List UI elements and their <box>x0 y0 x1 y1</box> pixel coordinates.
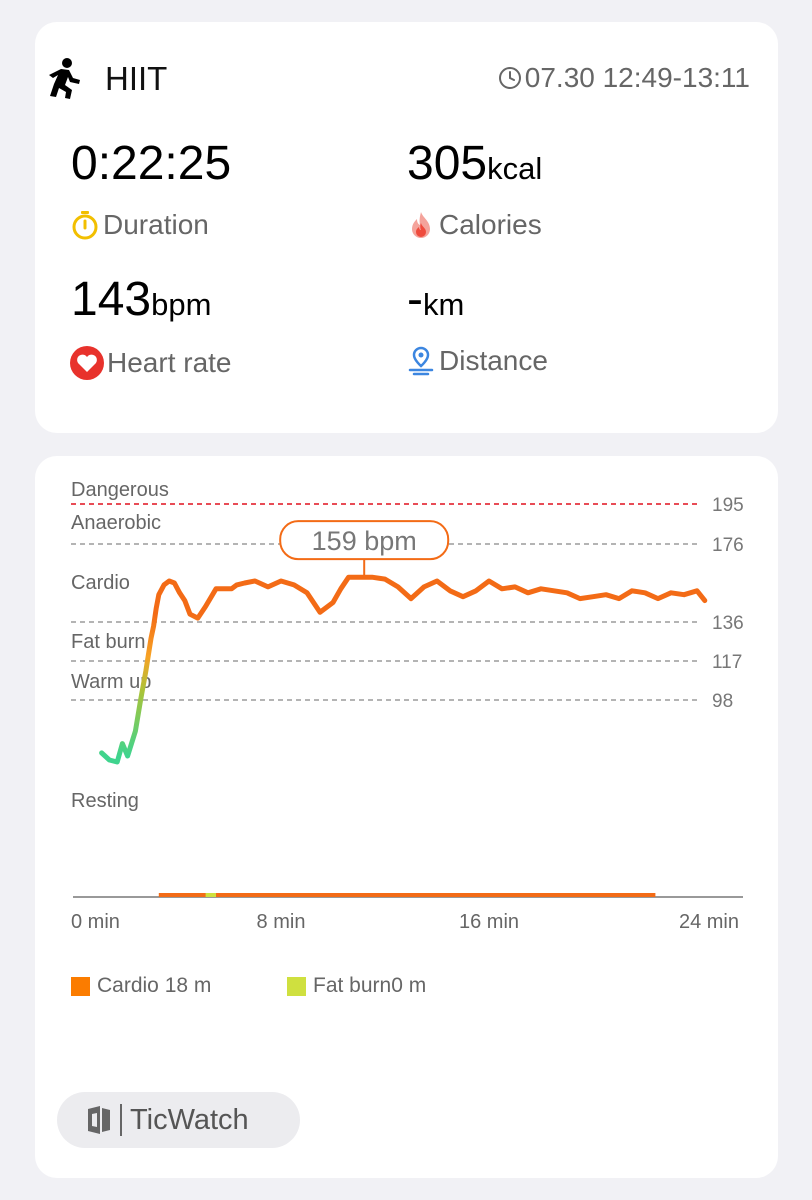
stopwatch-icon <box>72 211 98 240</box>
zone-label-fat-burn: Fat burn <box>71 631 145 653</box>
legend-fat-burn-swatch <box>287 976 306 996</box>
distance-unit: km <box>422 287 465 322</box>
legend-fat-burn-label: Fat burn0 m <box>313 974 427 997</box>
x-tick-0: 0 min <box>71 911 120 933</box>
x-tick-3: 24 min <box>679 911 739 933</box>
distance-value: - <box>407 273 423 326</box>
duration-bar <box>158 893 656 897</box>
heart-rate-label: Heart rate <box>107 347 232 378</box>
flame-icon <box>412 212 430 238</box>
brand-name: TicWatch <box>130 1103 249 1136</box>
brand-separator <box>120 1104 122 1136</box>
duration-bar-fat-burn <box>205 893 216 897</box>
x-tick-2: 16 min <box>459 911 519 933</box>
clock-icon <box>498 67 521 89</box>
legend-fat-burn: Fat burn0 m <box>287 974 426 998</box>
zone-threshold-warm-up: 98 <box>712 691 733 712</box>
location-pin-icon <box>408 346 434 376</box>
runner-icon <box>49 58 80 99</box>
legend-cardio: Cardio 18 m <box>71 974 211 998</box>
workout-summary-card: HIIT 07.30 12:49-13:11 0:22:25 Duration … <box>35 22 778 433</box>
legend-cardio-swatch <box>71 976 90 996</box>
peak-tooltip-box <box>279 520 450 561</box>
peak-tooltip-text: 159 bpm <box>312 526 417 556</box>
zone-label-dangerous: Dangerous <box>71 479 169 501</box>
heart-rate-line <box>99 574 708 765</box>
calories-stat: 305kcal Calories <box>407 137 543 241</box>
legend-cardio-label: Cardio 18 m <box>97 974 212 997</box>
duration-value: 0:22:25 <box>71 137 232 190</box>
heart-rate-value: 143 <box>71 273 152 326</box>
zone-label-resting: Resting <box>71 790 139 812</box>
duration-label: Duration <box>103 209 209 240</box>
heart-rate-unit: bpm <box>151 287 212 322</box>
x-tick-1: 8 min <box>257 911 306 933</box>
heart-icon <box>70 346 104 380</box>
calories-unit: kcal <box>487 151 543 186</box>
zone-label-cardio: Cardio <box>71 572 130 594</box>
calories-value: 305 <box>407 137 488 190</box>
zone-threshold-cardio: 136 <box>712 613 744 634</box>
heart-rate-chart-card: Dangerous 195 Anaerobic 176 Cardio 136 Fat bur… <box>35 456 778 1178</box>
zone-label-anaerobic: Anaerobic <box>71 512 161 534</box>
duration-stat: 0:22:25 Duration <box>71 137 232 241</box>
session-time: 07.30 12:49-13:11 <box>498 62 750 94</box>
heart-rate-stat: 143bpm Heart rate <box>70 273 232 380</box>
calories-label: Calories <box>439 209 542 240</box>
heart-rate-chart: Dangerous 195 Anaerobic 176 Cardio 136 Fat bur… <box>71 479 744 933</box>
session-time-text: 07.30 12:49-13:11 <box>524 62 750 93</box>
zone-threshold-fat-burn: 117 <box>712 652 742 673</box>
distance-label: Distance <box>439 345 548 376</box>
distance-stat: -km Distance <box>407 273 548 377</box>
ticwatch-logo-icon <box>88 1106 110 1134</box>
summary-header: HIIT 07.30 12:49-13:11 <box>47 58 750 102</box>
zone-label-warm-up: Warm up <box>71 671 151 693</box>
zone-threshold-anaerobic: 176 <box>712 535 744 556</box>
ticwatch-brand-badge[interactable]: TicWatch <box>57 1092 300 1148</box>
zone-threshold-dangerous: 195 <box>712 495 744 516</box>
activity-title: HIIT <box>105 60 168 97</box>
